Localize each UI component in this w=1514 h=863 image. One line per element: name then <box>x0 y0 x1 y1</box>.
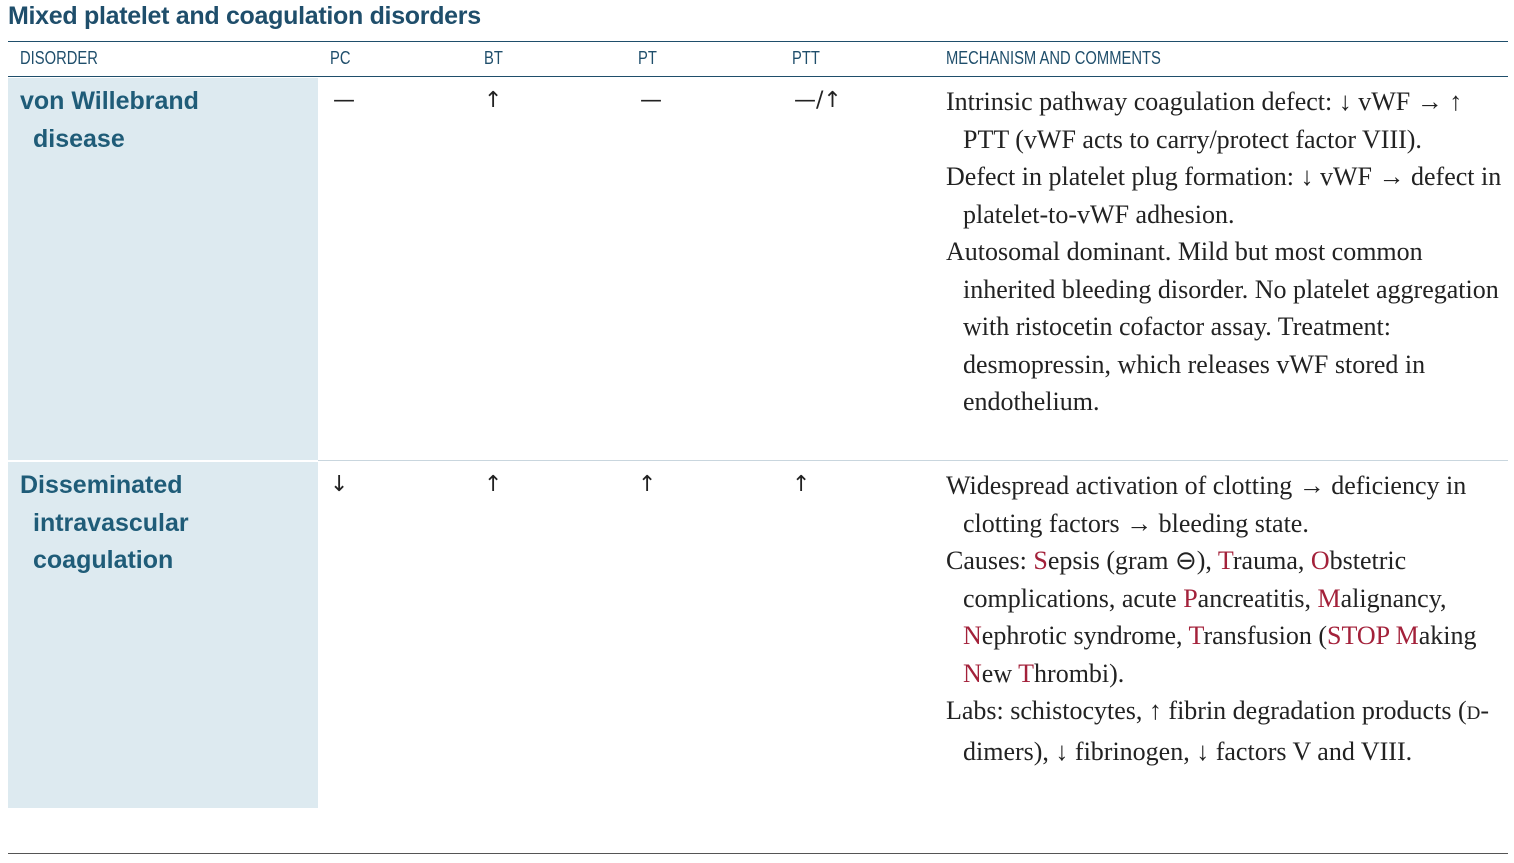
column-header-bt: BT <box>484 48 503 68</box>
mnemonic-letter: T <box>1188 621 1204 650</box>
causes-text: rauma, <box>1232 546 1311 575</box>
disorder-name-line: disease <box>33 124 125 153</box>
causes-text: ancreatitis, <box>1197 583 1318 613</box>
mechanism-paragraph-labs: Labs: schistocytes, ↑ fibrin degradation… <box>946 692 1506 770</box>
row-divider <box>318 460 1508 461</box>
bottom-rule <box>8 853 1508 854</box>
causes-text: aking <box>1418 621 1477 650</box>
column-header-pc: PC <box>330 48 351 68</box>
mnemonic-letter: P <box>1183 583 1198 613</box>
labs-text: Labs: schistocytes, ↑ fibrin degradation… <box>946 696 1467 725</box>
column-header-pt: PT <box>638 48 657 68</box>
disorder-name-line: coagulation <box>33 546 174 574</box>
mechanism-paragraph: Widespread activation of clotting → defi… <box>946 471 1467 538</box>
header-bottom-rule <box>8 76 1508 77</box>
pc-value: — <box>333 88 355 113</box>
column-header-ptt: PTT <box>792 48 820 68</box>
mnemonic-letter: M <box>1317 583 1341 613</box>
pc-value: ↓ <box>330 472 349 497</box>
mechanism-paragraph: Defect in platelet plug formation: ↓ vWF… <box>946 162 1502 229</box>
mechanism-paragraph: Autosomal dominant. Mild but most common… <box>946 237 1499 416</box>
causes-text: hrombi). <box>1034 658 1125 688</box>
causes-text: bstetric complications, acute <box>963 546 1407 613</box>
causes-text: ew <box>981 658 1019 688</box>
disorder-name-line: intravascular <box>33 508 189 537</box>
page-title: Mixed platelet and coagulation disorders <box>8 2 481 30</box>
causes-text: alignancy, <box>1340 583 1447 613</box>
mnemonic-letter: T <box>1217 546 1233 575</box>
labs-text: -dimers), ↓ fibrinogen, ↓ factors V and … <box>963 696 1490 766</box>
causes-text: epsis (gram ⊖), <box>1047 546 1218 575</box>
column-header-disorder: DISORDER <box>20 48 98 68</box>
mechanism-paragraph-causes: Causes: Sepsis (gram ⊖), Trauma, Obstetr… <box>946 542 1506 692</box>
pt-value: ↑ <box>638 472 657 497</box>
mechanism-paragraph: Intrinsic pathway coagulation defect: ↓ … <box>946 87 1463 154</box>
pt-value: — <box>640 88 662 113</box>
ptt-value: ↑ <box>792 472 811 497</box>
ptt-value: —/↑ <box>794 88 842 113</box>
mechanism-comments: Widespread activation of clotting → defi… <box>946 467 1506 770</box>
disorder-name-line: Disseminated <box>20 471 183 499</box>
bt-value: ↑ <box>484 472 503 497</box>
header-top-rule <box>8 41 1508 42</box>
disorder-name: Disseminated intravascular coagulation <box>20 467 310 580</box>
causes-text: ephrotic syndrome, <box>981 621 1189 650</box>
mnemonic-letter: O <box>1310 546 1330 575</box>
bt-value: ↑ <box>484 88 503 113</box>
column-header-mechanism: MECHANISM AND COMMENTS <box>946 48 1161 68</box>
disorder-name-line: von Willebrand <box>20 87 199 115</box>
mnemonic-letter: N <box>963 621 982 650</box>
causes-text: ransfusion ( <box>1203 621 1327 650</box>
mechanism-comments: Intrinsic pathway coagulation defect: ↓ … <box>946 83 1506 421</box>
mnemonic-letter: T <box>1018 658 1035 688</box>
mnemonic-letter: S <box>1033 546 1048 575</box>
disorder-name: von Willebrand disease <box>20 83 310 158</box>
causes-text: Causes: <box>946 546 1034 575</box>
disorder-cell-background <box>8 78 318 460</box>
labs-smallcaps: d <box>1466 703 1481 724</box>
disorder-cell-background <box>8 462 318 808</box>
mnemonic-letter: STOP M <box>1327 621 1419 650</box>
mnemonic-letter: N <box>963 658 982 688</box>
